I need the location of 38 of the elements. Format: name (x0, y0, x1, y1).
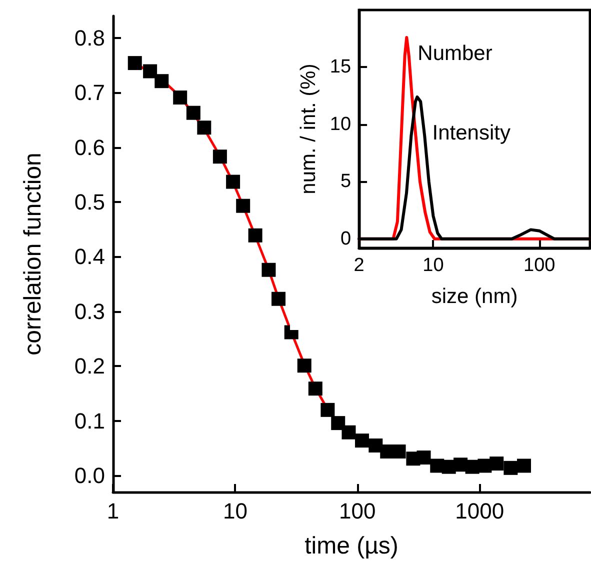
x-tick-label: 2 (354, 255, 364, 276)
x-tick-label: 1000 (455, 498, 504, 524)
point (186, 106, 200, 120)
point (271, 292, 286, 306)
x-tick-label: 10 (422, 255, 444, 276)
y-axis-title: correlation function (20, 152, 46, 356)
x-axis-title: size (nm) (431, 285, 518, 308)
y-tick-label: 0.1 (74, 408, 105, 434)
y-tick-label: 0.7 (74, 80, 105, 106)
point (248, 228, 262, 242)
point (504, 460, 518, 475)
y-tick-label: 0 (340, 228, 352, 250)
y-tick-label: 0.2 (74, 354, 105, 379)
series-label: Intensity (432, 121, 511, 144)
y-tick-label: 0.8 (74, 25, 105, 50)
y-tick-label: 0.3 (74, 298, 105, 324)
point (197, 120, 212, 135)
y-tick-label: 0.5 (74, 190, 105, 215)
y-tick-label: 0.0 (74, 463, 105, 488)
y-tick-label: 0.6 (74, 134, 105, 160)
point (173, 90, 188, 105)
point (320, 402, 335, 417)
y-tick-label: 15 (330, 56, 352, 78)
point (331, 416, 346, 430)
series-label: Number (418, 42, 492, 65)
point (416, 450, 431, 465)
x-tick-label: 10 (222, 498, 248, 524)
point (308, 382, 322, 396)
y-tick-label: 0.4 (74, 244, 105, 270)
point (236, 198, 250, 213)
x-axis-title: time (µs) (304, 532, 398, 560)
x-tick-label: 100 (339, 498, 376, 524)
point (490, 456, 504, 471)
y-tick-label: 10 (330, 114, 352, 135)
x-tick-label: 100 (524, 255, 556, 276)
y-axis-title: num. / int. (%) (297, 64, 320, 194)
x-tick-label: 1 (106, 498, 120, 524)
y-tick-label: 5 (340, 171, 352, 192)
